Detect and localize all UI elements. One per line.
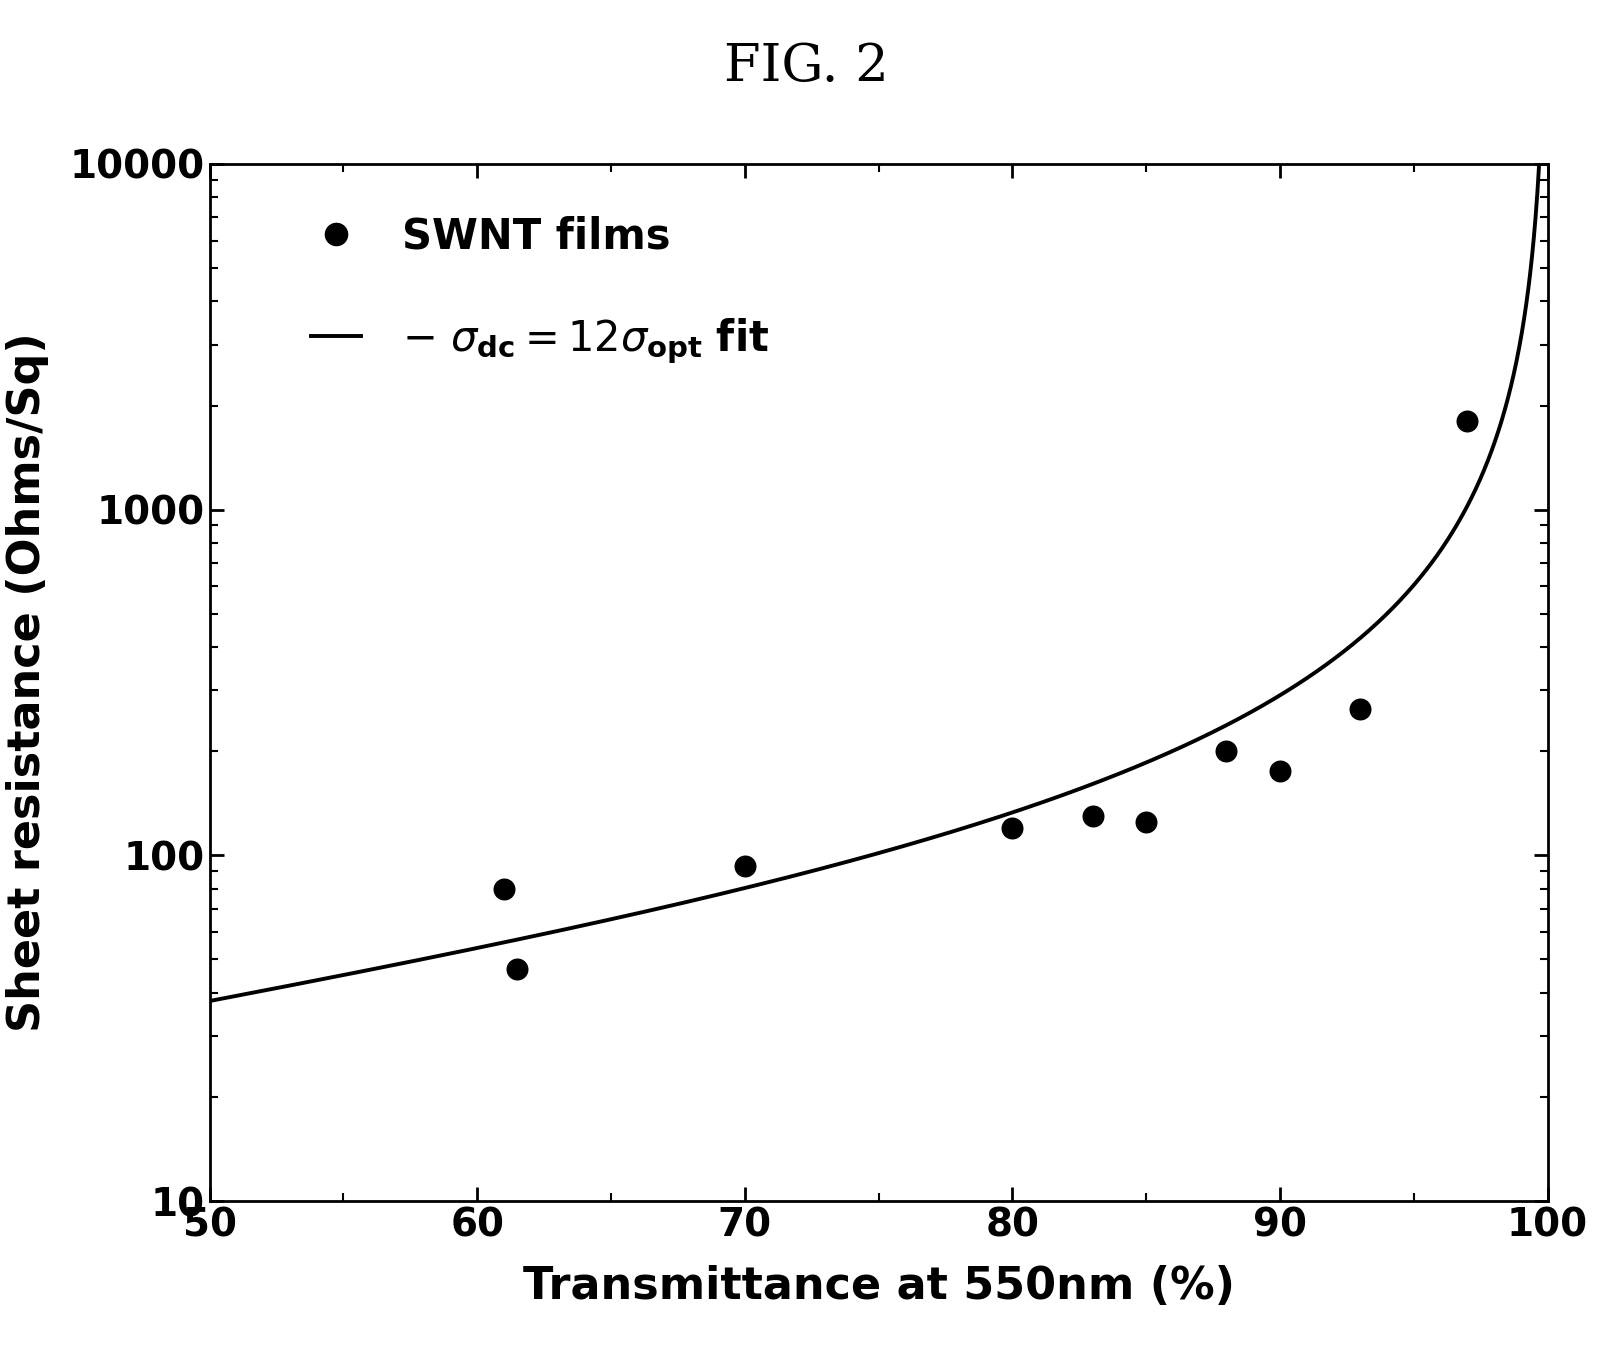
Point: [732, 856, 758, 878]
Legend: SWNT films, $-\ \sigma_{\mathregular{dc}}=12\sigma_{\mathregular{opt}}\ \mathreg: SWNT films, $-\ \sigma_{\mathregular{dc}…: [311, 216, 769, 366]
Point: [1080, 805, 1106, 827]
X-axis label: Transmittance at 550nm (%): Transmittance at 550nm (%): [522, 1265, 1235, 1308]
Point: [1267, 760, 1293, 782]
Y-axis label: Sheet resistance (Ohms/Sq): Sheet resistance (Ohms/Sq): [6, 333, 48, 1032]
Text: FIG. 2: FIG. 2: [724, 41, 888, 91]
Point: [1214, 740, 1240, 762]
Point: [999, 818, 1025, 839]
Point: [1133, 811, 1159, 833]
Point: [1454, 411, 1480, 433]
Point: [505, 958, 530, 980]
Point: [492, 878, 517, 900]
Point: [1348, 698, 1373, 719]
